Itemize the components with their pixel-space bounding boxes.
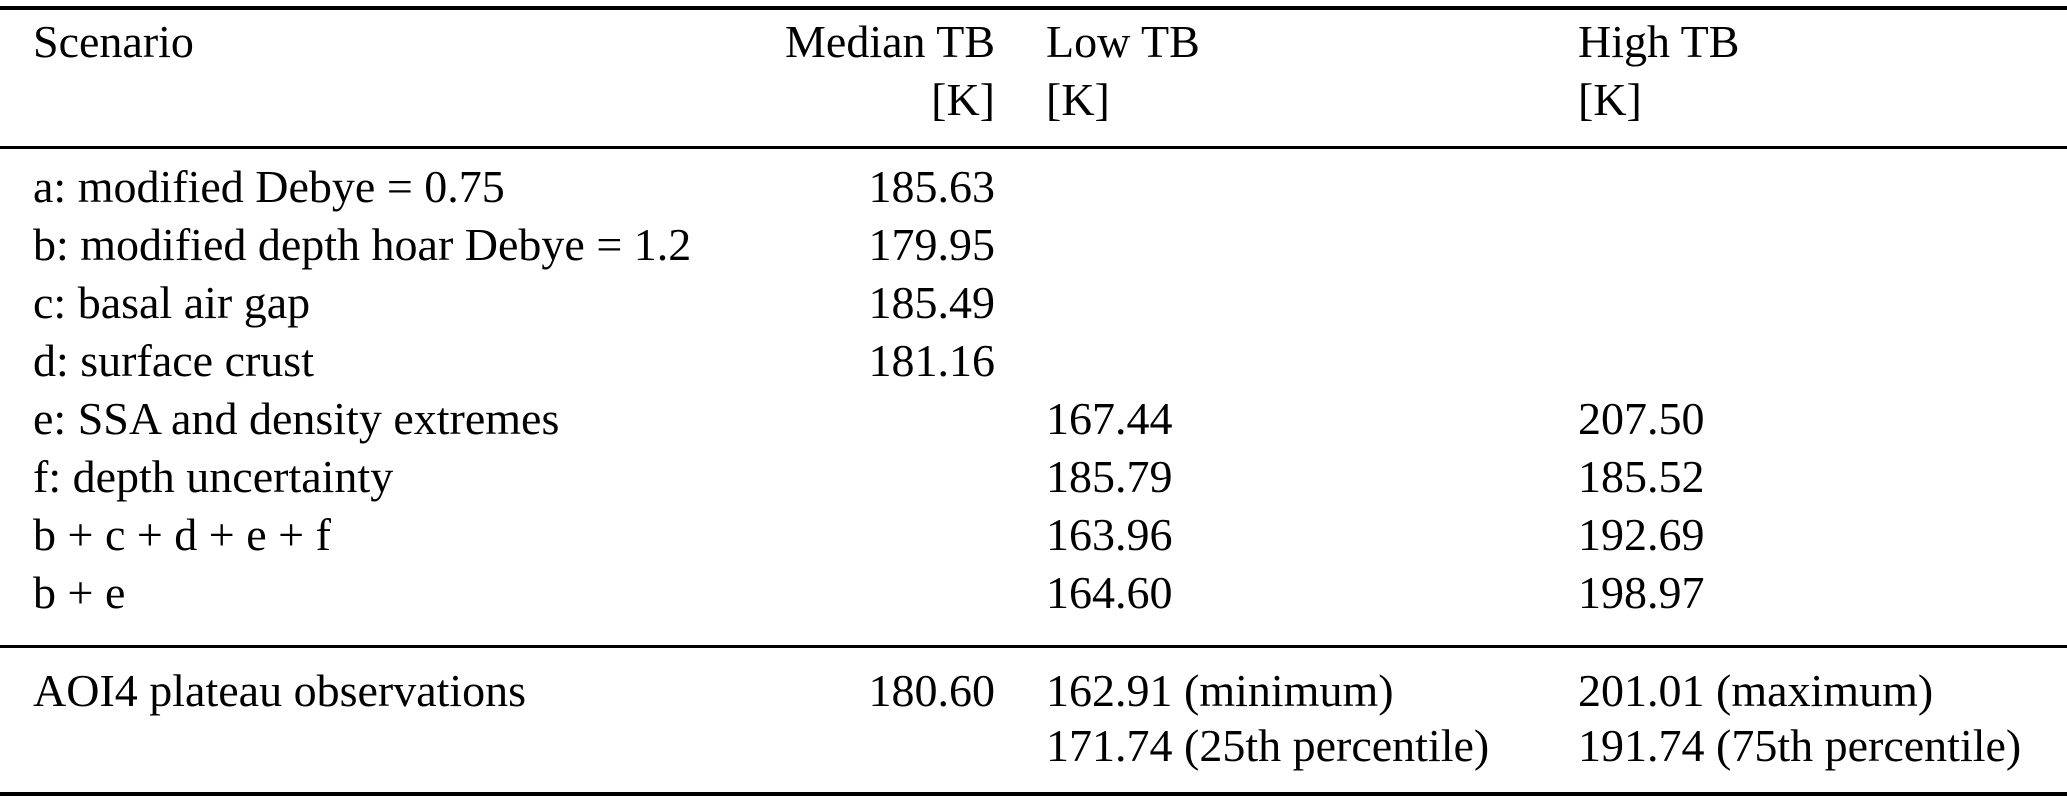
table-rule-bottom: [0, 792, 2067, 796]
low-cell: [995, 158, 1578, 216]
scenario-cell: AOI4 plateau observations: [33, 665, 527, 716]
median-cell: 185.63: [868, 161, 996, 212]
column-header-high-unit: [K]: [1578, 74, 1642, 125]
column-header-scenario-label: Scenario: [33, 16, 194, 67]
scenario-cell: d: surface crust: [33, 335, 314, 386]
high-cell: 185.52: [1578, 451, 1705, 502]
table-row: a: modified Debye = 0.75 185.63: [0, 158, 2067, 216]
column-header-median-tb: Median TB [K]: [760, 13, 995, 129]
table-body: a: modified Debye = 0.75 185.63 b: modif…: [0, 149, 2067, 645]
scenario-cell: c: basal air gap: [33, 277, 311, 328]
column-header-high-label: High TB: [1578, 16, 1740, 67]
table-row: b + e 164.60 198.97: [0, 564, 2067, 622]
high-cell: 198.97: [1578, 567, 1705, 618]
scenario-cell: a: modified Debye = 0.75: [33, 161, 505, 212]
table-row: e: SSA and density extremes 167.44 207.5…: [0, 390, 2067, 448]
low-cell: [995, 216, 1578, 274]
median-cell: 185.49: [868, 277, 996, 328]
high-cell: 207.50: [1578, 393, 1705, 444]
table-row: d: surface crust 181.16: [0, 332, 2067, 390]
median-cell: 179.95: [868, 219, 996, 270]
scenario-cell: f: depth uncertainty: [33, 451, 394, 502]
high-cell: 201.01 (maximum) 191.74 (75th percentile…: [1578, 663, 2067, 773]
median-cell: [760, 448, 995, 506]
table-rule-section: [0, 645, 2067, 648]
low-cell: 167.44: [1046, 393, 1173, 444]
observations-section: AOI4 plateau observations 180.60 162.91 …: [0, 648, 2067, 792]
low-cell: 163.96: [1046, 509, 1173, 560]
column-header-low-tb: Low TB [K]: [995, 13, 1578, 129]
low-cell: [995, 274, 1578, 332]
table-row-observations: AOI4 plateau observations 180.60 162.91 …: [0, 663, 2067, 773]
table-rule-header: [0, 146, 2067, 149]
table-rule-top: [0, 6, 2067, 10]
low-cell: 164.60: [1046, 567, 1173, 618]
median-cell: 181.16: [868, 335, 996, 386]
high-maximum-value: 201.01 (maximum): [1578, 665, 1934, 716]
low-cell: 162.91 (minimum) 171.74 (25th percentile…: [995, 663, 1578, 773]
table-row: b + c + d + e + f 163.96 192.69: [0, 506, 2067, 564]
column-header-median-label: Median TB: [785, 16, 995, 67]
median-cell: 180.60: [868, 665, 996, 716]
column-header-scenario: Scenario: [0, 13, 760, 129]
low-cell: 185.79: [1046, 451, 1173, 502]
high-cell: [1578, 274, 2067, 332]
high-cell: [1578, 216, 2067, 274]
high-percentile-value: 191.74 (75th percentile): [1578, 720, 2022, 771]
high-cell: 192.69: [1578, 509, 1705, 560]
low-minimum-value: 162.91 (minimum): [1046, 665, 1394, 716]
column-header-low-unit: [K]: [1046, 74, 1110, 125]
scenario-cell: b + e: [33, 567, 126, 618]
scenario-cell: b: modified depth hoar Debye = 1.2: [33, 219, 692, 270]
high-cell: [1578, 158, 2067, 216]
low-cell: [995, 332, 1578, 390]
median-cell: [760, 390, 995, 448]
column-header-high-tb: High TB [K]: [1578, 13, 2067, 129]
scenario-cell: e: SSA and density extremes: [33, 393, 560, 444]
column-header-low-label: Low TB: [1046, 16, 1200, 67]
table-row: f: depth uncertainty 185.79 185.52: [0, 448, 2067, 506]
table-row: b: modified depth hoar Debye = 1.2 179.9…: [0, 216, 2067, 274]
high-cell: [1578, 332, 2067, 390]
table-header: Scenario Median TB [K] Low TB [K] High T…: [0, 10, 2067, 146]
median-cell: [760, 564, 995, 622]
column-header-median-unit: [K]: [931, 74, 995, 125]
low-percentile-value: 171.74 (25th percentile): [1046, 720, 1490, 771]
table-row: c: basal air gap 185.49: [0, 274, 2067, 332]
scenario-cell: b + c + d + e + f: [33, 509, 331, 560]
median-cell: [760, 506, 995, 564]
